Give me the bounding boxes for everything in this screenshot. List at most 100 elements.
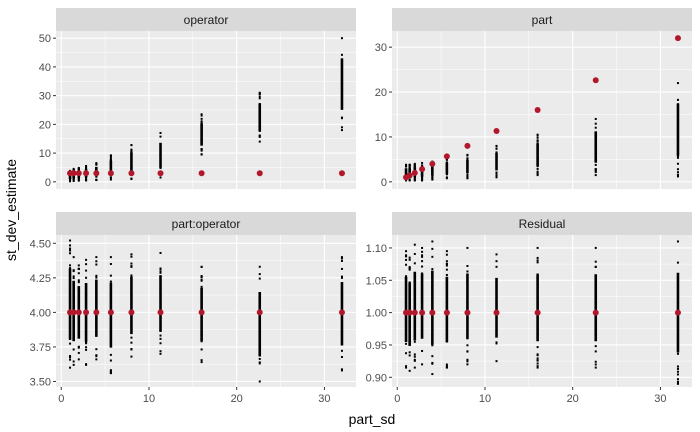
y-tick-label: 50 xyxy=(39,33,51,45)
estimate-point xyxy=(69,249,72,252)
x-axis-title: part_sd xyxy=(349,411,396,427)
estimate-point xyxy=(536,174,539,177)
estimate-point xyxy=(421,336,424,339)
estimate-point xyxy=(405,163,408,166)
estimate-point xyxy=(109,164,112,167)
estimate-point xyxy=(431,172,434,175)
estimate-point xyxy=(536,357,539,360)
estimate-point xyxy=(421,165,424,168)
estimate-point xyxy=(431,268,434,271)
estimate-point xyxy=(95,282,98,285)
estimate-point xyxy=(200,139,203,142)
estimate-point xyxy=(466,299,469,302)
estimate-point xyxy=(466,264,469,267)
estimate-point xyxy=(130,153,133,156)
estimate-point xyxy=(421,273,424,276)
estimate-point xyxy=(85,340,88,343)
estimate-point xyxy=(200,114,203,117)
facet-strip xyxy=(56,212,356,235)
true-value-point xyxy=(93,309,100,316)
estimate-point xyxy=(495,165,498,168)
estimate-point xyxy=(536,333,539,336)
estimate-point xyxy=(159,151,162,154)
estimate-point xyxy=(85,342,88,345)
estimate-point xyxy=(77,351,80,354)
estimate-point xyxy=(72,179,75,182)
estimate-point xyxy=(130,160,133,163)
estimate-point xyxy=(466,153,469,156)
estimate-point xyxy=(466,331,469,334)
true-value-point xyxy=(411,309,418,316)
estimate-point xyxy=(405,366,408,369)
true-value-point xyxy=(93,170,100,177)
estimate-point xyxy=(159,285,162,288)
y-axis-title: st_dev_estimate xyxy=(3,159,19,261)
estimate-point xyxy=(340,314,343,317)
estimate-point xyxy=(130,348,133,351)
estimate-point xyxy=(258,125,261,128)
estimate-point xyxy=(431,275,434,278)
estimate-point xyxy=(130,253,133,256)
estimate-point xyxy=(159,135,162,138)
estimate-point xyxy=(69,300,72,303)
estimate-point xyxy=(109,302,112,305)
estimate-point xyxy=(85,284,88,287)
estimate-point xyxy=(466,358,469,361)
estimate-point xyxy=(405,326,408,329)
estimate-point xyxy=(536,165,539,168)
estimate-point xyxy=(466,246,469,249)
estimate-point xyxy=(594,265,597,268)
estimate-point xyxy=(594,345,597,348)
estimate-point xyxy=(130,341,133,344)
estimate-point xyxy=(77,178,80,181)
true-value-point xyxy=(406,172,413,179)
estimate-point xyxy=(536,365,539,368)
estimate-point xyxy=(77,291,80,294)
panel-4: Residual 0.90 0.95 1.00 1.05 1.10 0 10 20 30 xyxy=(366,212,692,405)
estimate-point xyxy=(95,331,98,334)
estimate-point xyxy=(200,276,203,279)
estimate-point xyxy=(200,137,203,140)
estimate-point xyxy=(594,171,597,174)
estimate-point xyxy=(130,167,133,170)
estimate-point xyxy=(431,341,434,344)
estimate-point xyxy=(421,173,424,176)
y-tick-label: 4.00 xyxy=(30,307,51,319)
estimate-point xyxy=(495,308,498,311)
estimate-point xyxy=(408,266,411,269)
estimate-point xyxy=(431,333,434,336)
gridlines xyxy=(392,235,692,387)
estimate-point xyxy=(536,142,539,145)
estimate-point xyxy=(466,280,469,283)
estimate-point xyxy=(95,274,98,277)
estimate-point xyxy=(130,322,133,325)
estimate-point xyxy=(77,305,80,308)
true-value-point xyxy=(464,309,471,316)
estimate-point xyxy=(445,161,448,164)
estimate-point xyxy=(85,318,88,321)
estimate-point xyxy=(77,267,80,270)
true-value-point xyxy=(429,309,436,316)
estimate-point xyxy=(85,363,88,366)
estimate-point xyxy=(594,305,597,308)
facet-strip-label: part:operator xyxy=(172,217,241,231)
x-tick-label: 10 xyxy=(479,393,491,405)
estimate-point xyxy=(159,176,162,179)
estimate-point xyxy=(445,363,448,366)
estimate-point xyxy=(85,286,88,289)
estimate-point xyxy=(258,129,261,132)
estimate-point xyxy=(200,359,203,362)
estimate-point xyxy=(495,296,498,299)
estimate-point xyxy=(258,357,261,360)
estimate-point xyxy=(408,317,411,320)
estimate-point xyxy=(495,147,498,150)
estimate-point xyxy=(340,62,343,65)
estimate-point xyxy=(676,301,679,304)
estimate-point xyxy=(159,167,162,170)
estimate-point xyxy=(466,169,469,172)
y-tick-label: 10 xyxy=(375,132,387,144)
estimate-point xyxy=(109,155,112,158)
facet-strip xyxy=(56,8,356,31)
estimate-point xyxy=(258,330,261,333)
estimate-point xyxy=(95,168,98,171)
